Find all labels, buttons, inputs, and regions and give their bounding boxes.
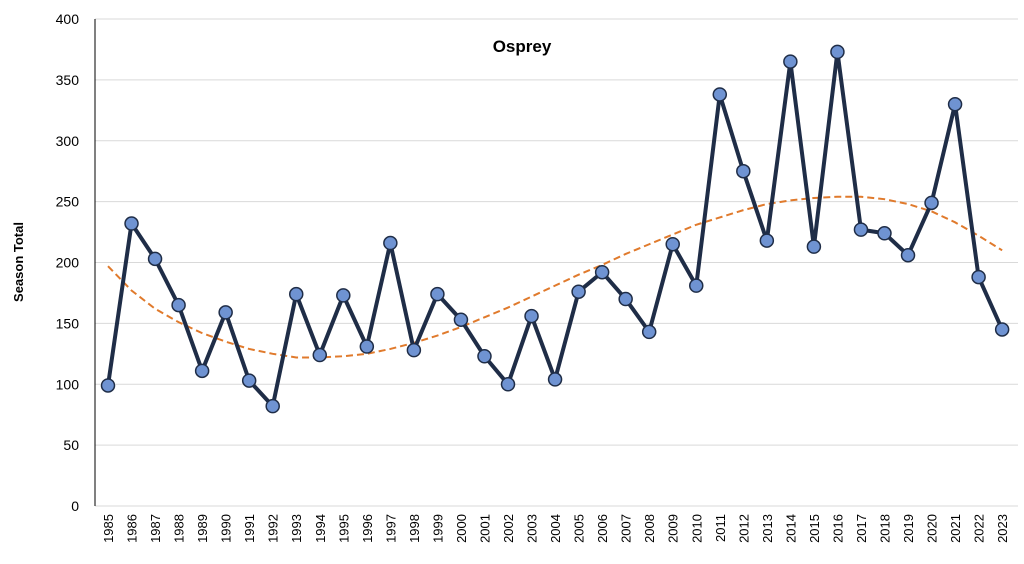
data-point <box>571 284 586 299</box>
x-tick-label: 2003 <box>525 514 540 543</box>
y-axis-tick-labels: 0 50 100 150 200 250 300 350 400 <box>56 11 80 514</box>
y-tick-label: 400 <box>56 11 80 27</box>
series-group <box>100 44 1010 414</box>
x-tick-label: 2000 <box>454 514 469 543</box>
y-tick-label: 200 <box>56 255 80 271</box>
data-point <box>759 233 775 248</box>
data-point <box>618 291 633 307</box>
x-tick-label: 2007 <box>619 514 634 543</box>
y-tick-label: 350 <box>56 72 80 88</box>
x-tick-label: 1996 <box>360 514 375 543</box>
x-tick-label: 2005 <box>572 514 587 543</box>
data-point <box>736 163 751 179</box>
x-tick-label: 2013 <box>760 514 775 543</box>
y-tick-label: 150 <box>56 315 80 331</box>
data-point <box>336 288 351 303</box>
y-tick-label: 100 <box>56 376 80 392</box>
x-tick-label: 2001 <box>477 514 492 543</box>
x-tick-label: 2020 <box>925 514 940 543</box>
trendline <box>107 195 1003 359</box>
data-point <box>900 247 916 263</box>
data-point <box>665 236 680 252</box>
y-tick-label: 300 <box>56 133 80 149</box>
x-tick-label: 2004 <box>548 514 563 543</box>
data-point <box>147 251 163 267</box>
x-tick-label: 2016 <box>830 514 845 543</box>
data-point <box>853 222 869 237</box>
x-tick-label: 2002 <box>501 514 516 543</box>
x-tick-label: 1995 <box>336 514 351 543</box>
data-point <box>383 235 398 251</box>
data-point <box>265 398 280 414</box>
data-point <box>947 96 963 112</box>
x-tick-label: 1994 <box>313 514 328 543</box>
data-point <box>477 348 492 364</box>
chart-title: Osprey <box>493 37 552 56</box>
x-tick-label: 1990 <box>219 514 234 543</box>
data-point <box>924 195 939 211</box>
x-tick-label: 2023 <box>995 514 1010 543</box>
data-point <box>171 297 186 313</box>
y-tick-label: 250 <box>56 194 80 210</box>
data-point <box>641 324 657 340</box>
data-point <box>783 54 798 69</box>
x-tick-label: 2022 <box>972 514 987 543</box>
x-tick-label: 2018 <box>877 514 892 543</box>
y-axis-label: Season Total <box>11 222 26 302</box>
data-point <box>547 372 563 387</box>
x-tick-label: 2015 <box>807 514 822 543</box>
data-point <box>830 44 845 60</box>
x-tick-label: 1991 <box>242 514 257 543</box>
data-point <box>241 373 257 388</box>
data-point <box>430 286 445 302</box>
x-axis-tick-labels: 1985 1986 1987 1988 1989 1990 1991 1992 1993 1994… <box>101 514 1010 543</box>
y-tick-label: 0 <box>71 498 79 514</box>
data-point <box>524 308 539 324</box>
data-point <box>806 239 822 254</box>
data-point <box>124 216 139 231</box>
x-tick-label: 1992 <box>266 514 281 543</box>
data-point <box>971 269 986 285</box>
data-point <box>994 322 1010 337</box>
x-tick-label: 1998 <box>407 514 422 543</box>
data-point <box>194 363 210 379</box>
data-point <box>406 342 422 358</box>
x-tick-label: 1993 <box>289 514 304 543</box>
x-tick-label: 1986 <box>125 514 140 543</box>
data-point <box>594 264 610 280</box>
gridlines <box>95 18 1018 507</box>
data-point <box>218 305 233 320</box>
data-point <box>312 347 328 363</box>
trendline-group <box>107 195 1003 359</box>
x-tick-label: 1999 <box>430 514 445 543</box>
x-tick-label: 1989 <box>195 514 210 543</box>
x-tick-label: 2009 <box>666 514 681 543</box>
data-point <box>288 286 304 302</box>
data-point <box>100 378 116 393</box>
x-tick-label: 1988 <box>172 514 187 543</box>
data-point <box>453 312 469 327</box>
x-tick-label: 2014 <box>783 514 798 543</box>
x-tick-label: 1997 <box>383 514 398 543</box>
x-tick-label: 2017 <box>854 514 869 543</box>
x-tick-label: 2012 <box>736 514 751 543</box>
data-point <box>500 377 516 392</box>
x-tick-label: 2021 <box>948 514 963 543</box>
x-tick-label: 1987 <box>148 514 163 543</box>
data-point <box>712 87 728 102</box>
x-tick-label: 1985 <box>101 514 116 543</box>
data-point <box>877 226 892 241</box>
x-tick-label: 2011 <box>713 514 728 542</box>
data-point <box>689 278 704 293</box>
x-tick-label: 2010 <box>689 514 704 543</box>
x-tick-label: 2008 <box>642 514 657 543</box>
x-tick-label: 2019 <box>901 514 916 543</box>
data-point <box>359 339 375 354</box>
x-tick-label: 2006 <box>595 514 610 543</box>
y-tick-label: 50 <box>63 437 79 453</box>
